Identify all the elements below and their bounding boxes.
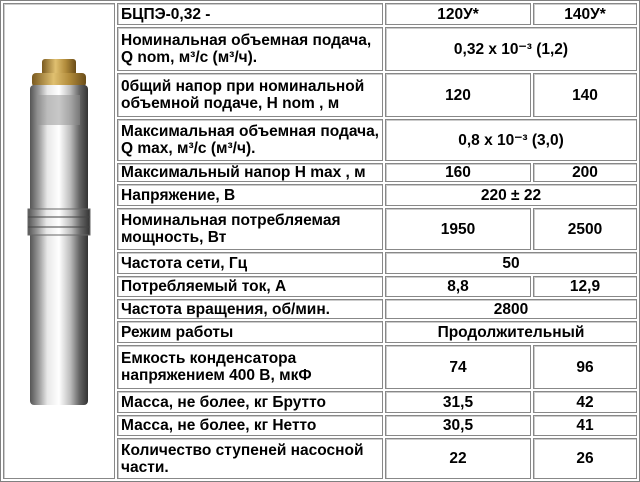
row-label: Масса, не более, кг Брутто [117, 391, 383, 413]
row-label: Масса, не более, кг Нетто [117, 415, 383, 436]
value-120: 74 [385, 345, 531, 389]
model-name: БЦПЭ-0,32 - [117, 3, 383, 25]
value-120: 31,5 [385, 391, 531, 413]
row-value: 0,32 x 10⁻³ (1,2) [385, 27, 637, 71]
value-120: 120 [385, 73, 531, 117]
value-140: 42 [533, 391, 637, 413]
value-140: 200 [533, 163, 637, 182]
row-label: Потребляемый ток, А [117, 276, 383, 297]
column-header-120: 120У* [385, 3, 531, 25]
row-label: Максимальный напор H max , м [117, 163, 383, 182]
row-value: Продолжительный [385, 321, 637, 343]
value-140: 26 [533, 438, 637, 479]
table-row: Частота вращения, об/мин. 2800 [3, 299, 637, 319]
pump-image [27, 59, 91, 405]
row-label: Номинальная потребляемая мощность, Вт [117, 208, 383, 250]
row-label: Количество ступеней насосной части. [117, 438, 383, 479]
row-label: Напряжение, В [117, 184, 383, 206]
table-row: Напряжение, В 220 ± 22 [3, 184, 637, 206]
value-140: 2500 [533, 208, 637, 250]
value-140: 140 [533, 73, 637, 117]
value-120: 8,8 [385, 276, 531, 297]
table-row: Частота сети, Гц 50 [3, 252, 637, 274]
table-row: 0бщий напор при номинальной объемной под… [3, 73, 637, 117]
value-140: 96 [533, 345, 637, 389]
table-row: Количество ступеней насосной части. 22 26 [3, 438, 637, 479]
table-row: Номинальная потребляемая мощность, Вт 195… [3, 208, 637, 250]
table-row: Максимальная объемная подача, Q max, м³/… [3, 119, 637, 161]
table-row: Масса, не более, кг Нетто 30,5 41 [3, 415, 637, 436]
value-140: 41 [533, 415, 637, 436]
row-value: 220 ± 22 [385, 184, 637, 206]
row-value: 0,8 x 10⁻³ (3,0) [385, 119, 637, 161]
table-header-row: БЦПЭ-0,32 - 120У* 140У* [3, 3, 637, 479]
table-row: Емкость конденсатора напряжением 400 В, … [3, 345, 637, 389]
row-label: 0бщий напор при номинальной объемной под… [117, 73, 383, 117]
row-label: Режим работы [117, 321, 383, 343]
table-row: Максимальный напор H max , м 160 200 [3, 163, 637, 182]
value-120: 30,5 [385, 415, 531, 436]
value-120: 22 [385, 438, 531, 479]
table-row: Масса, не более, кг Брутто 31,5 42 [3, 391, 637, 413]
pump-image-cell [3, 3, 115, 479]
row-label: Номинальная объемная подача, Q nom, м³/с… [117, 27, 383, 71]
value-120: 1950 [385, 208, 531, 250]
row-label: Частота сети, Гц [117, 252, 383, 274]
row-value: 2800 [385, 299, 637, 319]
value-140: 12,9 [533, 276, 637, 297]
table-row: Режим работы Продолжительный [3, 321, 637, 343]
table-row: Номинальная объемная подача, Q nom, м³/с… [3, 27, 637, 71]
value-120: 160 [385, 163, 531, 182]
row-label: Частота вращения, об/мин. [117, 299, 383, 319]
row-label: Емкость конденсатора напряжением 400 В, … [117, 345, 383, 389]
row-value: 50 [385, 252, 637, 274]
column-header-140: 140У* [533, 3, 637, 25]
table-row: Потребляемый ток, А 8,8 12,9 [3, 276, 637, 297]
row-label: Максимальная объемная подача, Q max, м³/… [117, 119, 383, 161]
